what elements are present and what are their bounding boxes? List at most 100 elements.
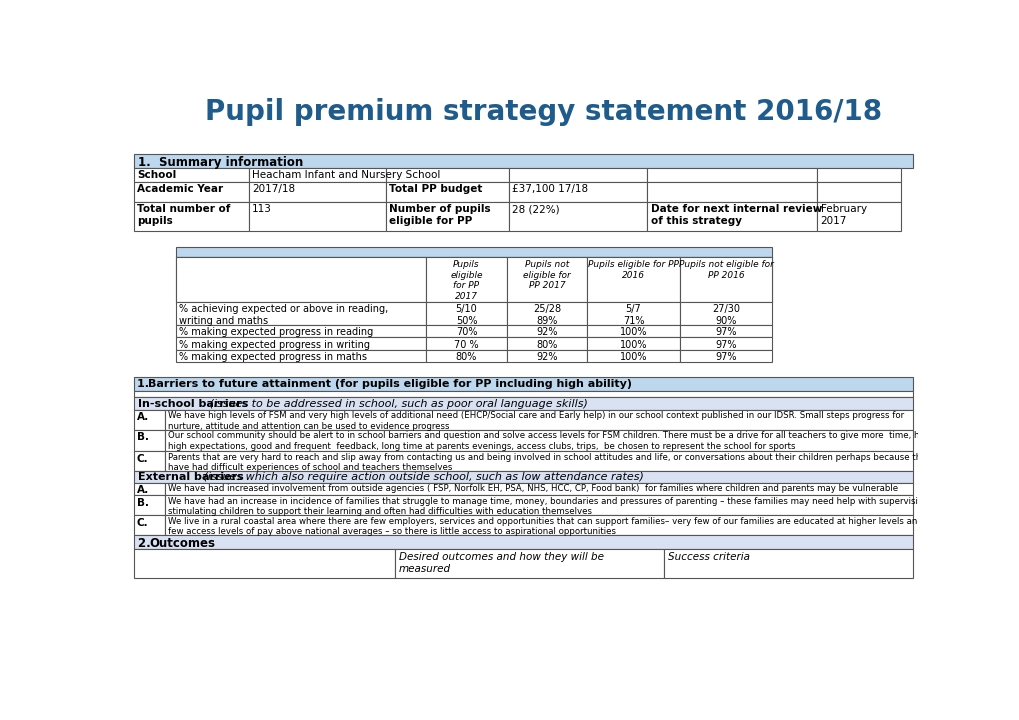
Bar (133, 516, 164, 535)
Text: Total PP budget: Total PP budget (388, 184, 482, 194)
Text: February
2017: February 2017 (819, 204, 866, 226)
Text: External barriers: External barriers (138, 472, 244, 482)
Text: Pupil premium strategy statement 2016/18: Pupil premium strategy statement 2016/18 (205, 98, 881, 126)
Bar (133, 397, 912, 410)
Bar (587, 350, 679, 362)
Bar (175, 246, 771, 257)
Bar (249, 202, 385, 231)
Text: Desired outcomes and how they will be
measured: Desired outcomes and how they will be me… (398, 552, 603, 574)
Bar (133, 483, 164, 495)
Bar (506, 302, 587, 325)
Bar (175, 325, 426, 338)
Text: % making expected progress in reading: % making expected progress in reading (178, 328, 373, 338)
Bar (175, 257, 426, 302)
Bar (426, 257, 506, 302)
Bar (164, 451, 912, 471)
Text: 97%: 97% (714, 328, 736, 338)
Bar (679, 350, 771, 362)
Text: B.: B. (137, 498, 149, 508)
Bar (679, 325, 771, 338)
Text: A.: A. (137, 412, 149, 422)
Bar (426, 338, 506, 350)
Text: (issues to be addressed in school, such as poor oral language skills): (issues to be addressed in school, such … (206, 399, 587, 409)
Text: 2017/18: 2017/18 (252, 184, 296, 194)
Bar (426, 350, 506, 362)
Bar (175, 350, 426, 362)
Text: 92%: 92% (536, 328, 557, 338)
Bar (164, 495, 912, 516)
Text: 70 %: 70 % (453, 340, 478, 350)
Bar (385, 182, 508, 202)
Text: School: School (137, 171, 176, 180)
Text: Heacham Infant and Nursery School: Heacham Infant and Nursery School (252, 171, 440, 180)
Text: Parents that are very hard to reach and slip away from contacting us and being i: Parents that are very hard to reach and … (168, 453, 930, 472)
Text: Our school community should be alert to in school barriers and question and solv: Our school community should be alert to … (168, 431, 934, 451)
Bar (426, 325, 506, 338)
Bar (133, 430, 164, 451)
Text: 100%: 100% (620, 328, 647, 338)
Bar (587, 338, 679, 350)
Text: We live in a rural coastal area where there are few employers, services and oppo: We live in a rural coastal area where th… (168, 517, 944, 536)
Text: Academic Year: Academic Year (137, 184, 223, 194)
Bar (133, 495, 164, 516)
Bar (164, 410, 912, 430)
Bar (133, 391, 912, 397)
Bar (133, 549, 394, 578)
Text: 97%: 97% (714, 352, 736, 362)
Bar (587, 325, 679, 338)
Text: A.: A. (137, 485, 149, 495)
Text: 5/7
71%: 5/7 71% (623, 305, 644, 326)
Bar (164, 516, 912, 535)
Bar (133, 377, 912, 391)
Bar (164, 483, 912, 495)
Text: 80%: 80% (455, 352, 477, 362)
Text: Outcomes: Outcomes (149, 537, 215, 550)
Bar (587, 302, 679, 325)
Bar (679, 302, 771, 325)
Bar (133, 202, 249, 231)
Bar (663, 549, 912, 578)
Bar (647, 202, 816, 231)
Bar (506, 338, 587, 350)
Bar (249, 182, 385, 202)
Text: 70%: 70% (455, 328, 477, 338)
Text: 80%: 80% (536, 340, 557, 350)
Bar (133, 471, 912, 483)
Text: 1.: 1. (137, 379, 153, 389)
Text: 1.  Summary information: 1. Summary information (138, 156, 303, 168)
Text: In-school barriers: In-school barriers (138, 399, 248, 409)
Bar (679, 257, 771, 302)
Bar (506, 325, 587, 338)
Text: Number of pupils
eligible for PP: Number of pupils eligible for PP (388, 204, 490, 226)
Text: (issues which also require action outside school, such as low attendance rates): (issues which also require action outsid… (200, 472, 644, 482)
Text: Pupils
eligible
for PP
2017: Pupils eligible for PP 2017 (449, 261, 482, 301)
Bar (175, 302, 426, 325)
Text: 92%: 92% (536, 352, 557, 362)
Text: 25/28
89%: 25/28 89% (533, 305, 560, 326)
Text: Total number of
pupils: Total number of pupils (137, 204, 230, 226)
Text: C.: C. (137, 518, 149, 528)
Text: 28 (22%): 28 (22%) (512, 204, 558, 215)
Bar (816, 182, 900, 202)
Bar (133, 168, 249, 182)
Bar (394, 549, 663, 578)
Text: % achieving expected or above in reading,
writing and maths: % achieving expected or above in reading… (178, 305, 387, 326)
Text: B.: B. (137, 432, 149, 442)
Bar (647, 168, 816, 182)
Bar (133, 154, 912, 168)
Bar (506, 350, 587, 362)
Text: Pupils not eligible for
PP 2016: Pupils not eligible for PP 2016 (678, 261, 772, 280)
Text: Barriers to future attainment (for pupils eligible for PP including high ability: Barriers to future attainment (for pupil… (148, 379, 631, 389)
Text: Date for next internal review
of this strategy: Date for next internal review of this st… (650, 204, 821, 226)
Bar (426, 302, 506, 325)
Text: 5/10
50%: 5/10 50% (455, 305, 477, 326)
Text: % making expected progress in maths: % making expected progress in maths (178, 352, 366, 362)
Bar (175, 338, 426, 350)
Bar (508, 182, 647, 202)
Bar (816, 168, 900, 182)
Bar (133, 535, 912, 549)
Bar (508, 202, 647, 231)
Bar (133, 410, 164, 430)
Bar (133, 182, 249, 202)
Text: Pupils eligible for PP
2016: Pupils eligible for PP 2016 (588, 261, 679, 280)
